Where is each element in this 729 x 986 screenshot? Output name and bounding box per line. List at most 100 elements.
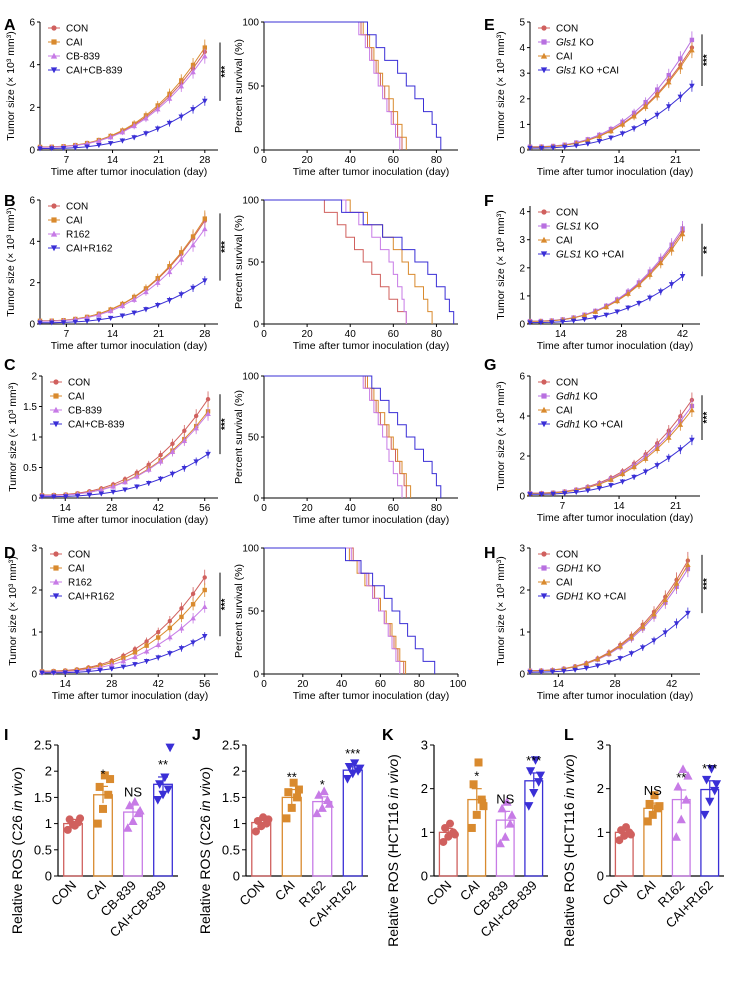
data-point bbox=[293, 793, 302, 802]
data-point bbox=[636, 301, 642, 307]
legend-label: R162 bbox=[66, 230, 90, 241]
data-point bbox=[642, 119, 649, 125]
survival-curve-r162 bbox=[264, 547, 401, 674]
legend-marker bbox=[51, 217, 57, 223]
data-point bbox=[561, 491, 568, 497]
data-point bbox=[342, 775, 353, 784]
y-tick-label: 4 bbox=[519, 412, 525, 423]
significance-label: NS bbox=[644, 783, 662, 798]
data-point bbox=[143, 131, 149, 137]
data-point bbox=[96, 138, 102, 144]
category-label: CON bbox=[236, 878, 267, 909]
data-point bbox=[679, 274, 686, 280]
data-point bbox=[467, 823, 476, 832]
data-point bbox=[479, 802, 488, 811]
y-tick-label: 2.5 bbox=[222, 738, 240, 753]
x-tick-label: 14 bbox=[555, 329, 567, 340]
legend-marker bbox=[51, 203, 57, 209]
data-point bbox=[130, 796, 140, 806]
data-point bbox=[154, 106, 161, 112]
data-point bbox=[104, 790, 113, 799]
data-point bbox=[143, 115, 149, 121]
legend-label: CAI bbox=[68, 564, 85, 575]
data-point bbox=[639, 645, 646, 651]
legend-label: CAI+R162 bbox=[68, 592, 115, 603]
legend-label: GLS1 KO bbox=[556, 222, 599, 233]
legend-label: CON bbox=[556, 550, 578, 561]
category-label: CON bbox=[48, 878, 79, 909]
data-point bbox=[96, 317, 102, 323]
data-point bbox=[583, 660, 590, 666]
y-tick-label: 0 bbox=[233, 869, 240, 884]
data-point bbox=[581, 312, 588, 318]
data-point bbox=[181, 437, 188, 443]
legend-rest: KO bbox=[584, 564, 601, 575]
data-point bbox=[51, 494, 57, 500]
data-point bbox=[631, 464, 637, 470]
series-ko+cai bbox=[527, 271, 686, 326]
data-point bbox=[193, 459, 199, 465]
panel-letter: L bbox=[564, 727, 574, 744]
series-cai bbox=[527, 556, 691, 673]
series-ko+cai bbox=[527, 80, 695, 151]
data-point bbox=[190, 285, 196, 291]
data-point bbox=[677, 447, 684, 453]
panel-letter: H bbox=[484, 545, 496, 562]
data-point bbox=[527, 492, 533, 498]
legend-rest: KO bbox=[582, 222, 599, 233]
panel-i: 00.511.522.5CON*CAINSCB-839**CAI+CB-839R… bbox=[4, 727, 178, 940]
data-point bbox=[122, 479, 128, 485]
y-tick-label: 2 bbox=[45, 764, 52, 779]
data-point bbox=[689, 83, 695, 89]
data-point bbox=[98, 491, 105, 497]
significance-label: *** bbox=[702, 578, 713, 590]
x-axis-label: Time after tumor inoculation (day) bbox=[293, 690, 450, 702]
data-point bbox=[108, 666, 115, 672]
y-axis-label: Percent survival (%) bbox=[233, 390, 245, 484]
panel-k: 0123CON*CAINSCB-839***CAI+CB-839Relative… bbox=[382, 727, 548, 947]
y-tick-label: 0 bbox=[253, 146, 259, 157]
data-point bbox=[619, 131, 626, 137]
data-point bbox=[446, 819, 455, 828]
y-tick-label: 0 bbox=[29, 320, 35, 331]
x-tick-label: 28 bbox=[616, 329, 628, 340]
legend-label: CAI+CB-839 bbox=[68, 420, 125, 431]
legend-rest: KO bbox=[580, 392, 597, 403]
data-point bbox=[156, 635, 161, 640]
x-tick-label: 80 bbox=[431, 155, 443, 166]
data-point bbox=[179, 250, 184, 255]
y-tick-label: 1 bbox=[519, 628, 525, 639]
data-point bbox=[202, 575, 207, 580]
data-point bbox=[72, 319, 79, 325]
data-point bbox=[606, 660, 612, 666]
y-tick-label: 0 bbox=[29, 146, 35, 157]
data-point bbox=[264, 815, 273, 824]
y-tick-label: 1 bbox=[233, 816, 240, 831]
data-point bbox=[154, 126, 161, 132]
data-point bbox=[594, 663, 601, 669]
data-point bbox=[190, 107, 196, 113]
data-point bbox=[350, 759, 360, 768]
y-tick-label: 3 bbox=[421, 738, 428, 753]
data-point bbox=[294, 785, 303, 794]
data-point bbox=[282, 814, 291, 823]
legend-label: CON bbox=[66, 24, 88, 35]
y-tick-label: 0.5 bbox=[222, 842, 240, 857]
x-tick-label: 21 bbox=[670, 501, 682, 512]
data-point bbox=[608, 483, 614, 489]
legend-label: GDH1 KO bbox=[556, 564, 601, 575]
data-point bbox=[636, 282, 642, 288]
y-label-prefix: Relative ROS (HCT116 bbox=[561, 799, 577, 947]
legend-marker bbox=[540, 52, 548, 59]
x-tick-label: 20 bbox=[302, 329, 314, 340]
data-point bbox=[165, 743, 175, 753]
data-point bbox=[665, 79, 672, 85]
y-axis-label: Tumor size (× 10³ mm³) bbox=[5, 31, 17, 141]
data-point bbox=[146, 462, 151, 467]
data-point bbox=[154, 279, 161, 285]
data-point bbox=[170, 441, 175, 447]
panel-letter: B bbox=[4, 193, 16, 210]
